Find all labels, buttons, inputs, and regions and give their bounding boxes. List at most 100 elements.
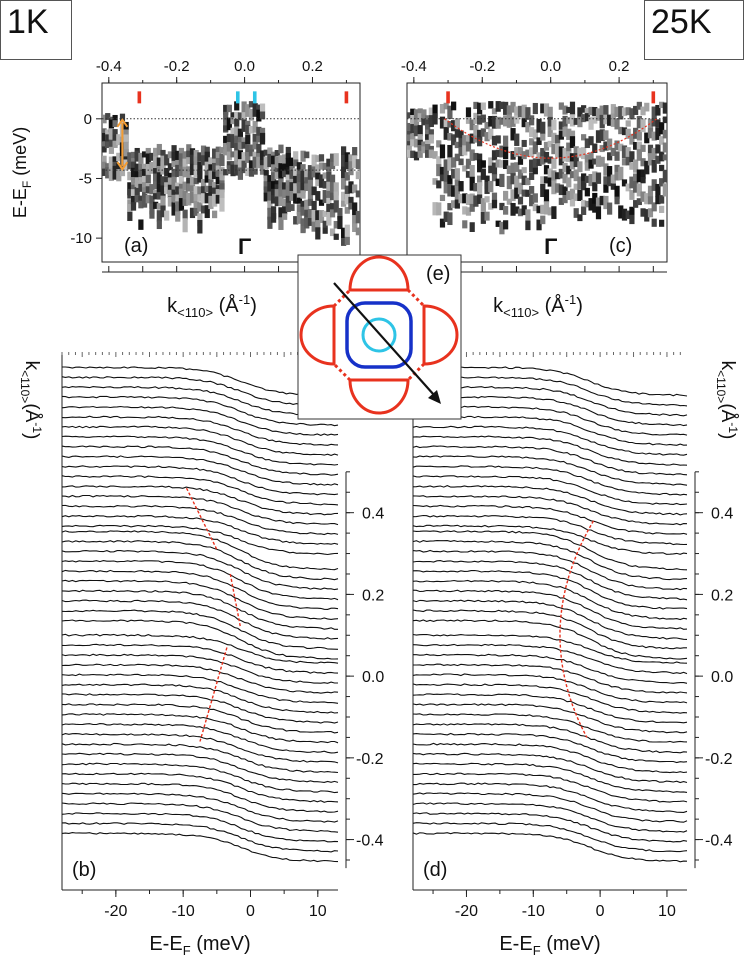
intensity-cell: [223, 104, 229, 115]
pocket-connector: [332, 362, 352, 382]
intensity-cell: [197, 202, 203, 212]
intensity-cell: [167, 189, 173, 197]
intensity-cell: [289, 190, 295, 201]
intensity-cell: [300, 225, 306, 234]
intensity-cell: [469, 149, 475, 161]
intensity-cell: [153, 201, 159, 209]
intensity-cell: [164, 210, 170, 221]
intensity-cell: [439, 166, 446, 178]
intensity-cell: [127, 152, 133, 164]
intensity-cell: [647, 118, 654, 133]
intensity-map: [102, 101, 360, 246]
intensity-cell: [289, 157, 295, 170]
intensity-cell: [640, 158, 646, 167]
intensity-cell: [156, 203, 162, 210]
intensity-cell: [219, 167, 225, 179]
intensity-cell: [344, 162, 350, 170]
intensity-cell: [304, 183, 310, 191]
intensity-cell: [607, 176, 613, 187]
intensity-cell: [491, 192, 498, 204]
intensity-cell: [547, 177, 553, 187]
intensity-cell: [145, 194, 151, 204]
intensity-cell: [413, 151, 420, 161]
intensity-cell: [417, 150, 423, 158]
intensity-cell: [171, 181, 177, 190]
intensity-cell: [573, 117, 579, 125]
intensity-cell: [127, 161, 133, 170]
intensity-cell: [603, 141, 609, 151]
edc-trace: [61, 643, 339, 675]
edc-trace: [61, 599, 339, 640]
axis-label-part: (Å: [213, 294, 239, 317]
intensity-cell: [197, 194, 203, 202]
intensity-cell: [344, 185, 350, 200]
intensity-cell: [629, 206, 635, 220]
intensity-cell: [636, 169, 642, 183]
intensity-cell: [495, 178, 501, 187]
intensity-cell: [536, 158, 542, 166]
intensity-cell: [289, 169, 295, 184]
intensity-cell: [473, 195, 479, 207]
intensity-cell: [577, 189, 583, 202]
intensity-cell: [285, 202, 291, 212]
intensity-cell: [267, 181, 273, 193]
intensity-cell: [454, 153, 460, 162]
intensity-cell: [355, 190, 360, 198]
intensity-cell: [204, 192, 210, 204]
intensity-cell: [525, 107, 531, 120]
intensity-cell: [344, 224, 350, 237]
intensity-cell: [226, 151, 232, 161]
intensity-cell: [329, 203, 336, 214]
temperature-label-25k: 25K: [644, 0, 744, 60]
intensity-cell: [558, 130, 564, 140]
intensity-cell: [506, 165, 512, 175]
intensity-cell: [352, 147, 358, 156]
intensity-cell: [311, 154, 317, 168]
intensity-cell: [282, 198, 288, 209]
axis-label-part: k: [21, 361, 42, 371]
intensity-cell: [595, 172, 602, 184]
intensity-cell: [603, 130, 609, 141]
intensity-cell: [477, 137, 483, 147]
intensity-cell: [285, 185, 291, 197]
intensity-cell: [178, 161, 185, 168]
intensity-cell: [153, 160, 159, 171]
intensity-cell: [517, 208, 524, 217]
intensity-cell: [421, 141, 427, 149]
intensity-cell: [241, 101, 247, 113]
k-tick-label: 0.0: [362, 669, 384, 686]
axis-label-part: ): [21, 433, 42, 439]
intensity-cell: [182, 158, 188, 168]
intensity-cell: [352, 155, 358, 168]
intensity-cell: [484, 196, 490, 203]
intensity-cell: [410, 150, 416, 159]
axis-label-part: <110>: [503, 305, 539, 320]
intensity-cell: [469, 165, 475, 179]
intensity-cell: [506, 198, 512, 205]
intensity-cell: [599, 156, 605, 167]
intensity-cell: [223, 142, 229, 156]
intensity-cell: [160, 161, 166, 175]
intensity-cell: [304, 177, 310, 186]
intensity-cell: [514, 206, 520, 214]
intensity-cell: [138, 152, 144, 164]
intensity-cell: [462, 145, 468, 156]
intensity-cell: [156, 220, 162, 230]
intensity-cell: [407, 134, 412, 144]
intensity-cell: [237, 159, 244, 170]
intensity-cell: [193, 156, 199, 169]
intensity-cell: [282, 213, 288, 220]
intensity-cell: [160, 176, 166, 190]
pocket-right: [422, 304, 459, 366]
intensity-cell: [274, 189, 280, 198]
intensity-cell: [248, 108, 255, 121]
intensity-cell: [307, 218, 314, 226]
intensity-cell: [149, 203, 155, 215]
axis-label-part: ): [717, 433, 738, 439]
intensity-cell: [599, 114, 605, 129]
gap-arrow-head-down: [116, 161, 129, 171]
intensity-cell: [458, 130, 464, 140]
intensity-cell: [293, 151, 299, 163]
intensity-cell: [477, 129, 483, 140]
intensity-cell: [428, 107, 434, 119]
